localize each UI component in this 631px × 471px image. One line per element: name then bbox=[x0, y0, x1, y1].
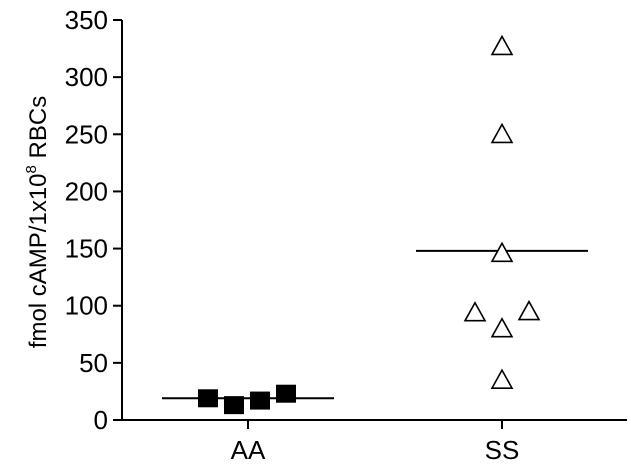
y-tick-label: 150 bbox=[65, 234, 108, 264]
point-ss bbox=[490, 317, 514, 338]
x-axis: AA SS bbox=[122, 419, 627, 465]
point-ss bbox=[517, 299, 541, 321]
y-axis-title-suffix: RBCs bbox=[25, 96, 52, 165]
y-tick-label: 100 bbox=[65, 291, 108, 321]
point-ss bbox=[490, 241, 514, 263]
y-tick-label: 350 bbox=[65, 5, 108, 35]
y-axis-title-prefix: fmol cAMP/1x10 bbox=[25, 173, 52, 348]
y-tick-label: 200 bbox=[65, 176, 108, 206]
y-axis-title: fmol cAMP/1x108 RBCs bbox=[23, 96, 52, 348]
y-axis: 0 50 100 150 200 250 300 350 bbox=[65, 5, 123, 435]
point-aa bbox=[224, 396, 244, 415]
y-tick-label: 50 bbox=[79, 348, 108, 378]
data-points bbox=[198, 34, 541, 415]
point-aa bbox=[198, 389, 218, 408]
point-ss bbox=[490, 368, 514, 389]
y-tick-label: 0 bbox=[94, 405, 108, 435]
x-tick-label: SS bbox=[485, 435, 520, 465]
x-tick-label: AA bbox=[231, 435, 266, 465]
y-tick-label: 300 bbox=[65, 62, 108, 92]
y-axis-title-superscript: 8 bbox=[23, 165, 40, 173]
point-aa bbox=[276, 384, 296, 403]
point-aa bbox=[250, 391, 270, 410]
point-ss bbox=[490, 122, 514, 144]
y-tick-label: 250 bbox=[65, 119, 108, 149]
point-ss bbox=[463, 301, 487, 322]
point-ss bbox=[490, 34, 514, 56]
median-lines bbox=[162, 249, 588, 400]
